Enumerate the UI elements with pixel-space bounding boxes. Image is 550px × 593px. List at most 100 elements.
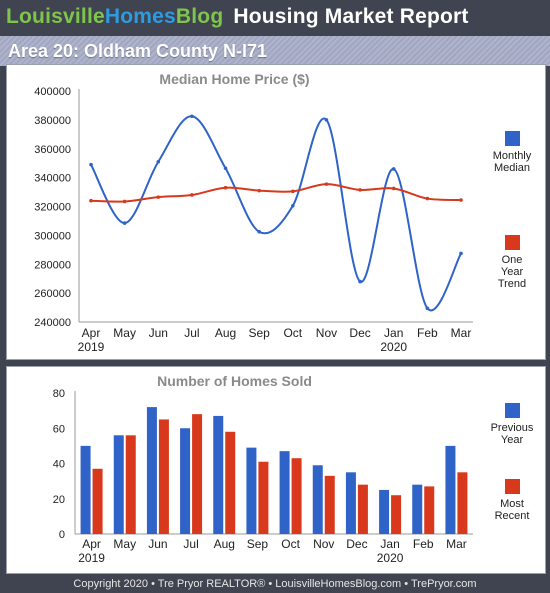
trend-point	[190, 193, 194, 197]
trend-point	[425, 196, 430, 201]
x-tick-label: May	[113, 326, 136, 340]
monthly-median-point	[190, 114, 194, 119]
monthly-median-point	[122, 221, 127, 225]
previous-year-bar	[80, 445, 91, 534]
x-tick-label: Jul	[184, 326, 199, 340]
median-price-panel: Median Home Price ($) 400000 380000 360000…	[6, 64, 546, 360]
most-recent-bar	[324, 475, 335, 534]
x-tick-label: Apr	[82, 537, 101, 551]
homes-sold-chart: 80 60 40 20 0 Apr May Jun Jul Aug Sep Oct Nov Dec Jan F…	[53, 388, 473, 565]
legend-monthly-median: Monthly Median	[477, 131, 547, 174]
y-tick-label: 240000	[34, 317, 71, 329]
x-tick-label: Feb	[413, 537, 434, 551]
x-tick-label: Apr	[82, 326, 101, 340]
area-title: Area 20: Oldham County N-I71	[8, 40, 268, 61]
x-tick-label: Mar	[451, 326, 472, 340]
previous-year-bar	[246, 447, 257, 534]
monthly-median-point	[425, 306, 430, 311]
year-label-2019: 2019	[78, 340, 105, 354]
trend-point	[122, 199, 127, 204]
x-tick-label: Oct	[283, 326, 302, 340]
most-recent-bar	[258, 461, 269, 534]
x-tick-label: Jul	[183, 537, 198, 551]
median-price-chart: 400000 380000 360000 340000 320000 300000 2800…	[34, 86, 473, 354]
monthly-median-point	[223, 166, 228, 171]
legend-monthly-line2: Median	[493, 162, 531, 174]
legend-trend-line1: One	[501, 254, 523, 266]
legend-most-recent: Most Recent	[477, 479, 547, 522]
homes-sold-chart-title: Number of Homes Sold	[157, 373, 312, 389]
trend-point	[89, 198, 93, 203]
legend-swatch-previous	[504, 403, 520, 418]
y-tick-label: 0	[59, 529, 65, 541]
most-recent-bar	[357, 484, 368, 534]
brand-part-3: Blog	[175, 5, 224, 28]
x-tick-label: Sep	[249, 326, 271, 340]
y-tick-label: 340000	[34, 173, 71, 185]
x-tick-label: Aug	[214, 537, 235, 551]
trend-point	[459, 198, 463, 202]
previous-year-bar	[180, 428, 191, 534]
y-tick-label: 360000	[34, 144, 71, 156]
brand-logo: LouisvilleHomesBlog	[6, 5, 223, 29]
monthly-median-point	[391, 167, 396, 171]
monthly-median-point	[257, 229, 261, 234]
year-label-2020: 2020	[377, 551, 404, 565]
legend-previous-year: Previous Year	[477, 403, 547, 446]
legend-swatch-trend	[504, 235, 520, 250]
y-tick-label: 60	[53, 423, 65, 435]
y-tick-label: 400000	[34, 86, 71, 98]
previous-year-bar	[345, 472, 356, 534]
y-tick-label: 80	[53, 388, 65, 400]
previous-year-bar	[146, 407, 157, 534]
area-banner: Area 20: Oldham County N-I71	[0, 36, 550, 66]
trend-point	[291, 189, 295, 194]
y-tick-label: 40	[53, 459, 65, 471]
previous-year-bar	[445, 445, 456, 534]
legend-monthly-line1: Monthly	[492, 150, 532, 162]
legend-recent-line1: Most	[500, 498, 524, 510]
monthly-median-point	[156, 159, 161, 164]
y-tick-label: 380000	[34, 115, 71, 127]
most-recent-bar	[158, 419, 169, 534]
brand-part-2: Homes	[104, 5, 176, 28]
x-tick-label: Jan	[380, 537, 399, 551]
legend-previous-line1: Previous	[490, 422, 534, 434]
x-tick-label: Jun	[148, 537, 167, 551]
x-tick-label: Oct	[281, 537, 300, 551]
legend-previous-line2: Year	[500, 434, 524, 446]
x-tick-label: Mar	[446, 537, 467, 551]
monthly-median-point	[358, 279, 362, 284]
year-label-2019: 2019	[78, 551, 105, 565]
y-tick-label: 300000	[34, 230, 71, 242]
x-tick-label: Feb	[417, 326, 438, 340]
most-recent-bar	[291, 458, 302, 534]
monthly-median-point	[291, 203, 295, 208]
previous-year-bar	[213, 415, 224, 534]
median-price-chart-title: Median Home Price ($)	[159, 71, 310, 87]
x-tick-label: Jun	[149, 326, 168, 340]
x-tick-label: Jan	[384, 326, 403, 340]
previous-year-bar	[312, 465, 323, 534]
monthly-median-line	[90, 115, 462, 312]
one-year-trend-line	[90, 183, 462, 203]
previous-year-bar	[412, 484, 423, 534]
trend-point	[391, 186, 396, 191]
legend-swatch-recent	[504, 479, 520, 494]
most-recent-bar	[192, 414, 203, 534]
y-tick-label: 260000	[34, 288, 71, 300]
x-tick-label: Dec	[349, 326, 370, 340]
legend-one-year-trend: One Year Trend	[477, 235, 547, 290]
x-tick-label: Dec	[346, 537, 367, 551]
most-recent-bar	[424, 486, 435, 534]
y-tick-label: 280000	[34, 259, 71, 271]
trend-point	[257, 188, 261, 193]
x-tick-label: May	[113, 537, 136, 551]
legend-trend-line3: Trend	[497, 278, 527, 290]
monthly-median-point	[459, 251, 463, 256]
y-tick-label: 20	[53, 494, 65, 506]
trend-point	[358, 188, 362, 192]
x-tick-label: Nov	[313, 537, 334, 551]
most-recent-bar	[391, 495, 402, 534]
trend-point	[156, 195, 161, 199]
